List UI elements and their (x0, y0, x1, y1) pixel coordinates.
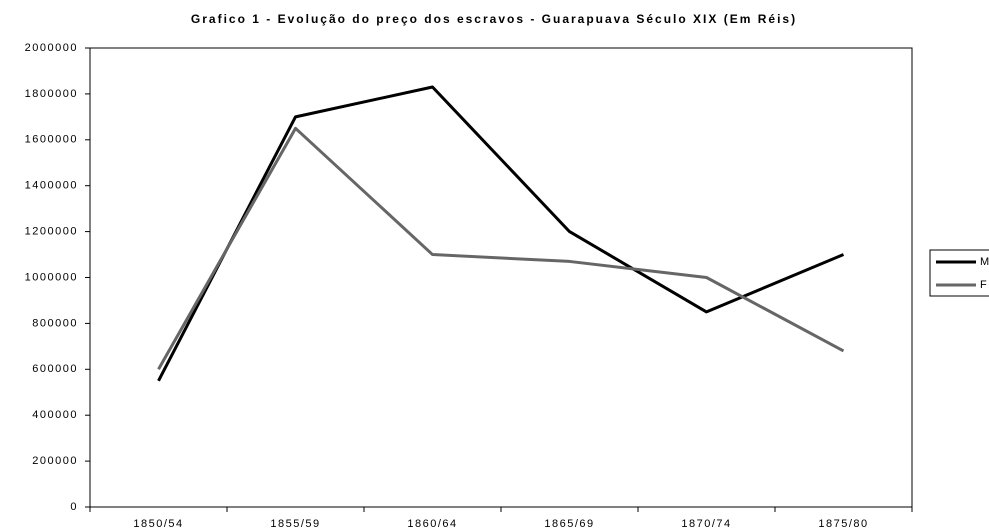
y-tick-label: 1800000 (25, 88, 78, 100)
legend-label: M (980, 256, 989, 268)
y-tick-label: 400000 (32, 409, 78, 421)
x-tick-label: 1860/64 (407, 518, 457, 530)
y-tick-label: 600000 (32, 363, 78, 375)
y-tick-label: 2000000 (25, 42, 78, 54)
series-line (157, 126, 845, 371)
y-tick-label: 1400000 (25, 180, 78, 192)
legend-box (929, 249, 989, 297)
x-tick-label: 1865/69 (544, 518, 594, 530)
x-tick-label: 1855/59 (270, 518, 320, 530)
y-tick-label: 0 (70, 501, 78, 513)
y-tick-label: 1600000 (25, 134, 78, 146)
y-tick-label: 200000 (32, 455, 78, 467)
x-tick-label: 1870/74 (681, 518, 731, 530)
y-tick-label: 1000000 (25, 271, 78, 283)
y-tick-label: 800000 (32, 317, 78, 329)
x-tick-label: 1875/80 (818, 518, 868, 530)
y-tick-label: 1200000 (25, 226, 78, 238)
chart-title: Grafico 1 - Evolução do preço dos escrav… (191, 12, 797, 26)
x-tick-label: 1850/54 (133, 518, 183, 530)
legend-label: F (980, 279, 988, 291)
series-line (157, 85, 845, 382)
